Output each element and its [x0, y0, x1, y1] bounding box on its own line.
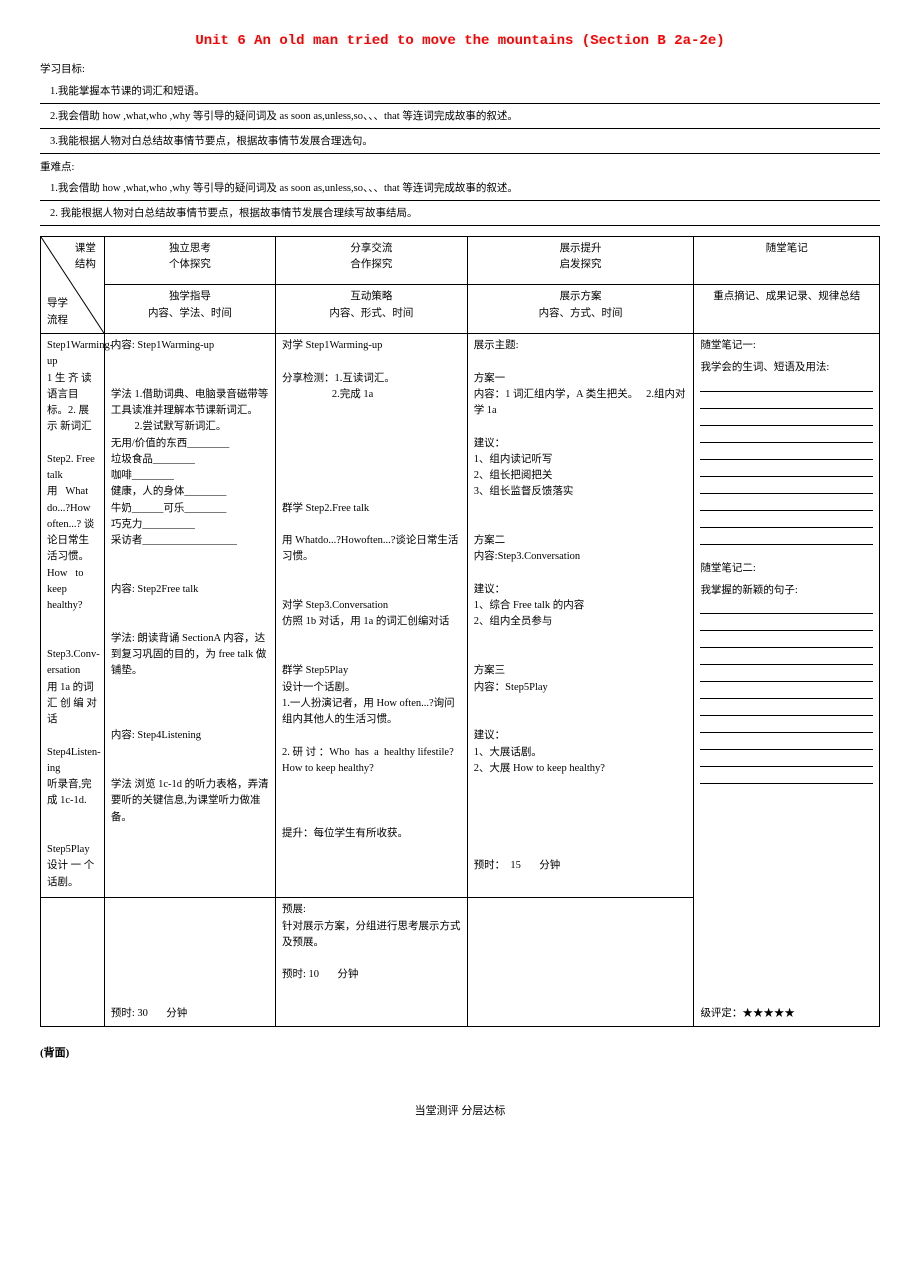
empty-cell: [467, 898, 694, 1027]
col-subheader-d: 重点摘记、成果记录、规律总结: [694, 285, 880, 334]
note2-sub: 我掌握的新颖的句子:: [700, 583, 873, 599]
note-line: [700, 530, 873, 545]
rating-label: 级评定：★★★★★: [700, 1006, 873, 1022]
footer-text: 当堂测评 分层达标: [40, 1103, 880, 1121]
note-line: [700, 496, 873, 511]
notes-cell: 随堂笔记一: 我学会的生词、短语及用法: 随堂笔记二: 我掌握的新颖的句子:: [694, 333, 880, 1026]
note1-label: 随堂笔记一:: [700, 338, 873, 354]
note-line: [700, 394, 873, 409]
independent-cell: 内容: Step1Warming-up 学法 1.借助词典、电脑录音磁带等工具读…: [104, 333, 275, 897]
goal-item: 3.我能根据人物对白总结故事情节要点，根据故事情节发展合理选句。: [40, 132, 880, 154]
share-cell: 对学 Step1Warming-up 分享检测：1.互读词汇。 2.完成 1a …: [275, 333, 467, 897]
col-subheader-b: 互动策略 内容、形式、时间: [275, 285, 467, 334]
note-line: [700, 701, 873, 716]
note-line: [700, 718, 873, 733]
note-line: [700, 633, 873, 648]
note-line: [700, 684, 873, 699]
note-line: [700, 428, 873, 443]
goal-item: 2.我会借助 how ,what,who ,why 等引导的疑问词及 as so…: [40, 107, 880, 129]
note-line: [700, 411, 873, 426]
note1-sub: 我学会的生词、短语及用法:: [700, 360, 873, 376]
time-a-cell: 预时: 30 分钟: [104, 898, 275, 1027]
note-line: [700, 479, 873, 494]
present-cell: 展示主题: 方案一 内容：1 词汇组内学，A 类生把关。 2.组内对学 1a 建…: [467, 333, 694, 897]
goal-item: 1.我能掌握本节课的词汇和短语。: [40, 82, 880, 104]
note-line: [700, 616, 873, 631]
note2-label: 随堂笔记二:: [700, 561, 873, 577]
note-line: [700, 377, 873, 392]
keypoints-label: 重难点:: [40, 160, 880, 177]
note-line: [700, 599, 873, 614]
keypoint-item: 2. 我能根据人物对白总结故事情节要点，根据故事情节发展合理续写故事结局。: [40, 204, 880, 226]
note-line: [700, 769, 873, 784]
header-flow: 导学 流程: [47, 296, 68, 329]
preview-cell: 预展: 针对展示方案，分组进行思考展示方式及预展。 预时: 10 分钟: [275, 898, 467, 1027]
note-line: [700, 513, 873, 528]
col-header-d: 随堂笔记: [694, 236, 880, 285]
col-header-b: 分享交流 合作探究: [275, 236, 467, 285]
keypoint-item: 1.我会借助 how ,what,who ,why 等引导的疑问词及 as so…: [40, 179, 880, 201]
goals-label: 学习目标:: [40, 62, 880, 79]
header-structure: 课堂 结构: [75, 241, 96, 274]
empty-cell: [41, 898, 105, 1027]
page-title: Unit 6 An old man tried to move the moun…: [40, 30, 880, 52]
diagonal-header: 课堂 结构 导学 流程: [41, 236, 105, 333]
note-line: [700, 667, 873, 682]
lesson-table: 课堂 结构 导学 流程 独立思考 个体探究 分享交流 合作探究 展示提升 启发探…: [40, 236, 880, 1027]
back-label: (背面): [40, 1045, 880, 1063]
note-line: [700, 735, 873, 750]
col-subheader-c: 展示方案 内容、方式、时间: [467, 285, 694, 334]
col-header-a: 独立思考 个体探究: [104, 236, 275, 285]
steps-cell: Step1Warming-up 1 生 齐 读语言目标。2. 展 示 新词汇 S…: [41, 333, 105, 897]
col-header-c: 展示提升 启发探究: [467, 236, 694, 285]
note-line: [700, 650, 873, 665]
note-line: [700, 445, 873, 460]
note-line: [700, 752, 873, 767]
note-line: [700, 462, 873, 477]
col-subheader-a: 独学指导 内容、学法、时间: [104, 285, 275, 334]
